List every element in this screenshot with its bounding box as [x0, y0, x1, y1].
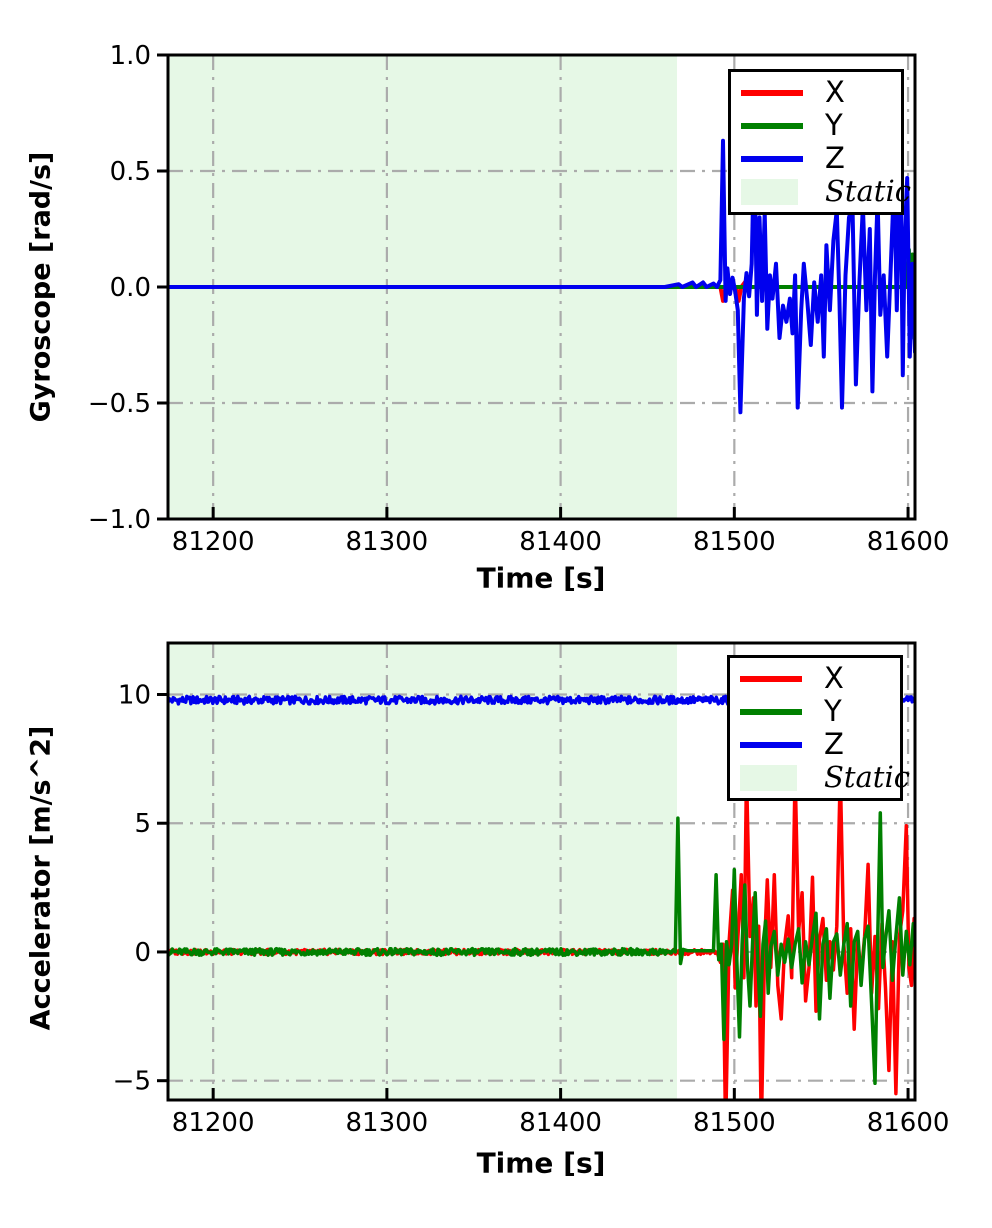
- accelerator-x-tick-label: 81300: [346, 1108, 429, 1138]
- legend-entry-static: Static: [741, 176, 911, 207]
- gyroscope-y-tick-label: 0.5: [110, 157, 151, 187]
- legend-entry-static: Static: [740, 762, 910, 793]
- gyroscope-legend: X Y Z Static: [728, 69, 911, 215]
- gyroscope-y-tick-label: 0.0: [110, 273, 151, 303]
- accelerator-spines: [166, 641, 917, 1102]
- gyroscope-tick-labels: 81200 81300 81400 81500 81600 1.0 0.5 0.0 −0.5 −1…: [88, 41, 950, 557]
- legend-x-line-swatch: [740, 675, 802, 682]
- gyroscope-x-tick-label: 81300: [346, 527, 429, 557]
- legend-x-line-swatch: [741, 89, 803, 96]
- gyroscope-ticks: [157, 53, 910, 521]
- legend-y-line-swatch: [740, 708, 802, 715]
- gyroscope-x-tick-label: 81400: [519, 527, 602, 557]
- legend-entry-z: Z: [740, 729, 900, 760]
- legend-z-line-swatch: [741, 155, 803, 162]
- legend-static-label: Static: [824, 760, 910, 794]
- gyroscope-series-z: [168, 138, 915, 415]
- legend-entry-y: Y: [741, 110, 901, 141]
- gyroscope-y-tick-label: −0.5: [88, 389, 151, 419]
- accelerator-tick-labels: 81200 81300 81400 81500 81600 10 5 0 −5: [113, 680, 950, 1138]
- legend-x-label: X: [825, 75, 845, 109]
- accelerator-series-y: [168, 811, 915, 1086]
- gyroscope-y-tick-label: −1.0: [88, 505, 151, 535]
- accelerator-x-tick-label: 81500: [693, 1108, 776, 1138]
- legend-y-label: Y: [825, 108, 843, 142]
- accelerator-y-tick-label: 10: [118, 680, 151, 710]
- accelerator-x-tick-label: 81200: [172, 1108, 255, 1138]
- legend-entry-x: X: [741, 77, 901, 108]
- legend-z-label: Z: [825, 141, 845, 175]
- legend-entry-y: Y: [740, 696, 900, 727]
- legend-static-label: Static: [825, 174, 911, 208]
- gyroscope-y-axis-label: Gyroscope [rad/s]: [25, 151, 57, 423]
- legend-z-line-swatch: [740, 741, 802, 748]
- legend-z-label: Z: [824, 727, 844, 761]
- gyroscope-x-tick-label: 81500: [693, 527, 776, 557]
- accelerator-y-tick-label: 5: [134, 809, 151, 839]
- accelerator-plot: 81200 81300 81400 81500 81600 10 5 0 −5: [113, 641, 950, 1138]
- gyroscope-x-tick-label: 81200: [172, 527, 255, 557]
- legend-static-patch-swatch: [740, 764, 797, 791]
- legend-y-label: Y: [824, 694, 842, 728]
- accelerator-ticks: [157, 692, 910, 1099]
- legend-static-patch-swatch: [741, 178, 798, 205]
- gyroscope-spines: [166, 53, 917, 521]
- accelerator-y-tick-label: −5: [113, 1067, 151, 1097]
- gyroscope-x-axis-label: Time [s]: [476, 561, 606, 595]
- accelerator-y-axis-label: Accelerator [m/s^2]: [25, 725, 57, 1031]
- accelerator-static-region: [168, 643, 678, 1100]
- accelerator-x-axis-label: Time [s]: [476, 1146, 606, 1180]
- legend-y-line-swatch: [741, 122, 803, 129]
- accelerator-legend: X Y Z Static: [727, 655, 910, 801]
- gyroscope-plot: 81200 81300 81400 81500 81600 1.0 0.5 0.0 −0.5 −1…: [88, 41, 950, 557]
- legend-entry-z: Z: [741, 143, 901, 174]
- accelerator-x-tick-label: 81400: [519, 1108, 602, 1138]
- accelerator-x-tick-label: 81600: [867, 1108, 950, 1138]
- legend-entry-x: X: [740, 663, 900, 694]
- gyroscope-x-tick-label: 81600: [867, 527, 950, 557]
- gyroscope-y-tick-label: 1.0: [110, 41, 151, 71]
- accelerator-y-tick-label: 0: [134, 938, 151, 968]
- legend-x-label: X: [824, 661, 844, 695]
